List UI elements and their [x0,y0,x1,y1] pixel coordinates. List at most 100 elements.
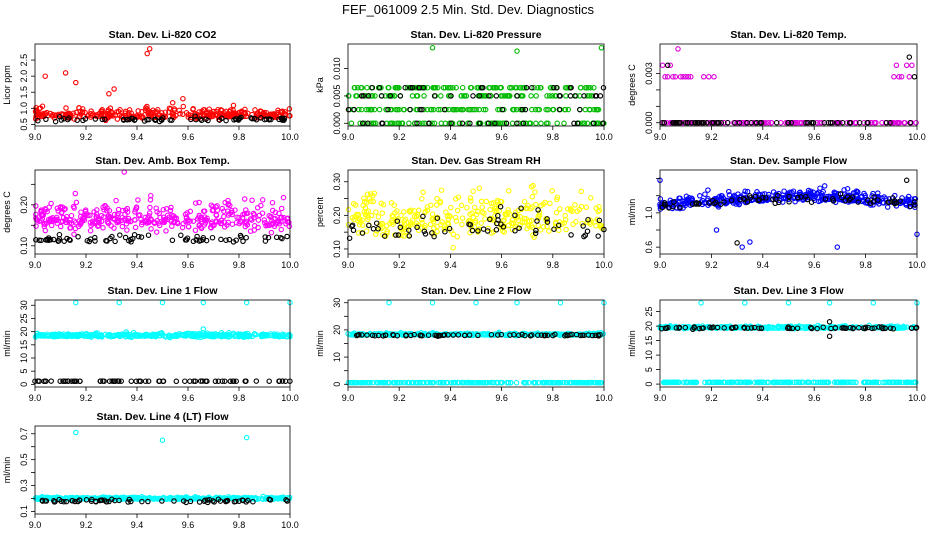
data-point [397,224,404,231]
data-point [894,119,901,126]
data-point [682,198,688,204]
data-point [33,203,39,209]
data-point [676,195,682,201]
data-point [471,106,477,113]
x-axis: 9.0 9.2 9.4 9.6 9.8 10.0 [654,254,926,270]
data-point [543,120,550,127]
data-point [434,195,440,202]
data-point [56,236,63,242]
data-point [72,190,79,197]
y-tick-label: 0.5 [19,118,29,131]
data-point [203,116,209,122]
data-point [96,222,102,229]
data-point [278,226,285,233]
data-point [775,192,781,199]
data-point [233,378,239,384]
data-point [446,120,453,127]
data-point [395,232,402,238]
data-point [393,232,399,238]
data-point [209,234,216,241]
data-point [78,220,84,227]
series [658,319,920,340]
data-point [661,119,668,126]
data-point [810,189,817,196]
data-point [242,111,249,117]
data-point [701,119,707,126]
data-point [873,379,880,386]
data-point [146,210,153,216]
x-tick-label: 9.0 [342,132,355,142]
data-point [421,225,428,231]
data-point [375,332,382,339]
data-point [77,113,83,120]
data-point [415,227,422,234]
data-point [533,201,539,208]
data-point [262,238,269,244]
data-point [269,199,276,206]
data-point [467,106,473,113]
data-point [568,232,574,238]
plot-frame [34,169,291,255]
data-point [106,110,112,116]
x-axis: 9.0 9.2 9.4 9.6 9.8 10.0 [29,514,299,530]
data-point [499,93,506,99]
data-point [806,379,812,386]
data-point [188,116,194,123]
data-point [183,214,190,220]
data-point [554,196,560,203]
data-point [401,209,407,215]
data-point [528,93,534,99]
data-point [803,193,809,200]
data-point [491,207,498,214]
data-point [33,105,39,111]
data-point [587,221,594,227]
data-point [194,216,201,222]
y-tick-label: 0.5 [19,453,29,466]
data-point [531,84,537,91]
data-point [509,226,516,233]
data-point [83,497,90,503]
data-point [906,54,913,60]
data-point [376,106,383,113]
data-point [448,204,454,211]
data-point [535,215,542,222]
data-point [584,228,591,235]
y-axis-label: ml/min [627,199,637,226]
data-point [503,93,509,99]
data-point [595,332,601,338]
data-point [361,195,367,202]
data-point [428,106,434,113]
data-point [790,188,797,194]
data-point [884,204,891,210]
y-tick-label: 10 [19,353,29,363]
data-point [664,74,671,80]
data-point [794,119,800,126]
data-point [468,84,475,91]
data-point [359,379,365,386]
data-point [33,211,39,218]
panel-title: Stan. Dev. Line 2 Flow [421,285,532,297]
data-point [849,194,856,200]
data-point [853,193,859,199]
data-point [514,93,520,99]
data-point [821,183,828,189]
data-point [666,205,672,211]
data-point [80,117,86,124]
data-point [475,228,481,234]
data-point [272,209,279,216]
y-axis-label: Licor ppm [2,65,12,105]
data-point [364,191,371,197]
x-tick-label: 9.8 [547,260,560,270]
data-point [510,220,516,226]
data-point [230,378,237,384]
data-point [564,206,571,212]
data-point [444,213,451,219]
data-point [374,379,381,386]
data-point [582,232,589,239]
y-tick-label: 0 [644,382,654,387]
data-point [541,332,548,339]
data-point [419,220,425,226]
data-point [259,197,266,203]
